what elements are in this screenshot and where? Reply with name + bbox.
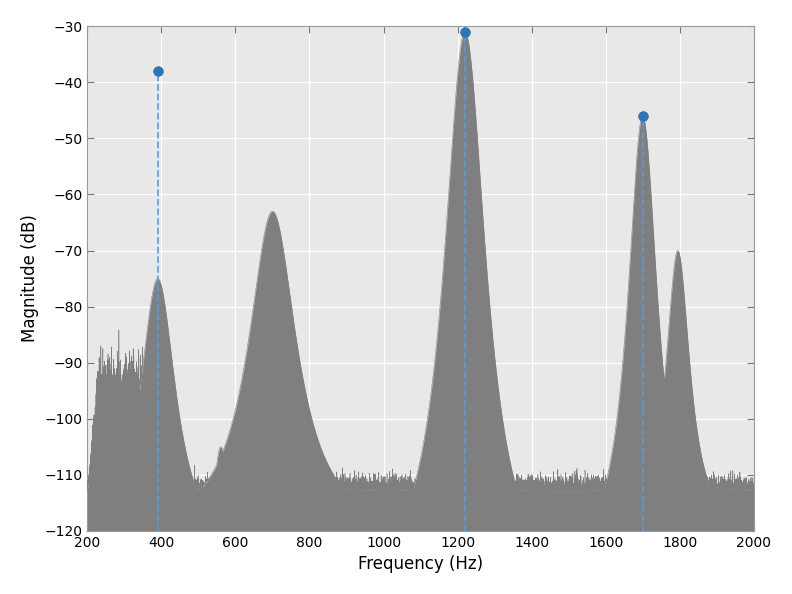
X-axis label: Frequency (Hz): Frequency (Hz) [358, 555, 483, 573]
Y-axis label: Magnitude (dB): Magnitude (dB) [21, 214, 39, 343]
